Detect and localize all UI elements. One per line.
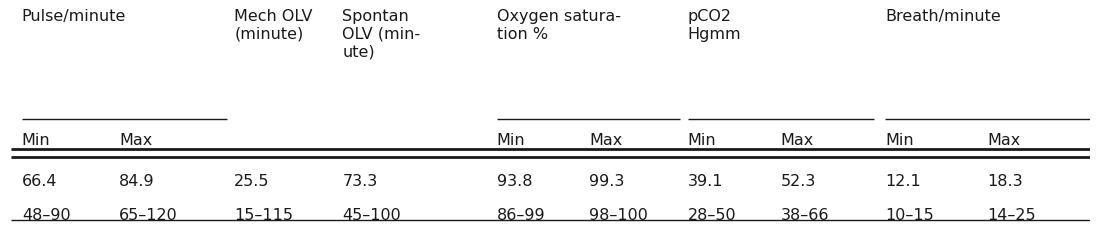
Text: 66.4: 66.4 [22,174,57,188]
Text: 99.3: 99.3 [589,174,624,188]
Text: Spontan
OLV (min-
ute): Spontan OLV (min- ute) [342,9,421,60]
Text: Min: Min [497,132,525,147]
Text: 52.3: 52.3 [781,174,816,188]
Text: 86–99: 86–99 [497,207,545,222]
Text: Oxygen satura-
tion %: Oxygen satura- tion % [497,9,621,42]
Text: Min: Min [687,132,716,147]
Text: 45–100: 45–100 [342,207,401,222]
Text: 10–15: 10–15 [885,207,934,222]
Text: 18.3: 18.3 [988,174,1023,188]
Text: 25.5: 25.5 [235,174,270,188]
Text: Max: Max [589,132,622,147]
Text: 38–66: 38–66 [781,207,829,222]
Text: pCO2
Hgmm: pCO2 Hgmm [687,9,741,42]
Text: Pulse/minute: Pulse/minute [22,9,127,24]
Text: 15–115: 15–115 [235,207,293,222]
Text: 28–50: 28–50 [687,207,737,222]
Text: Breath/minute: Breath/minute [885,9,1001,24]
Text: Min: Min [22,132,51,147]
Text: 14–25: 14–25 [988,207,1036,222]
Text: Mech OLV
(minute): Mech OLV (minute) [235,9,313,42]
Text: 12.1: 12.1 [885,174,920,188]
Text: 84.9: 84.9 [119,174,154,188]
Text: 65–120: 65–120 [119,207,177,222]
Text: Max: Max [988,132,1021,147]
Text: 48–90: 48–90 [22,207,70,222]
Text: 93.8: 93.8 [497,174,532,188]
Text: Max: Max [119,132,152,147]
Text: 39.1: 39.1 [687,174,723,188]
Text: 98–100: 98–100 [589,207,648,222]
Text: 73.3: 73.3 [342,174,378,188]
Text: Max: Max [781,132,814,147]
Text: Min: Min [885,132,914,147]
